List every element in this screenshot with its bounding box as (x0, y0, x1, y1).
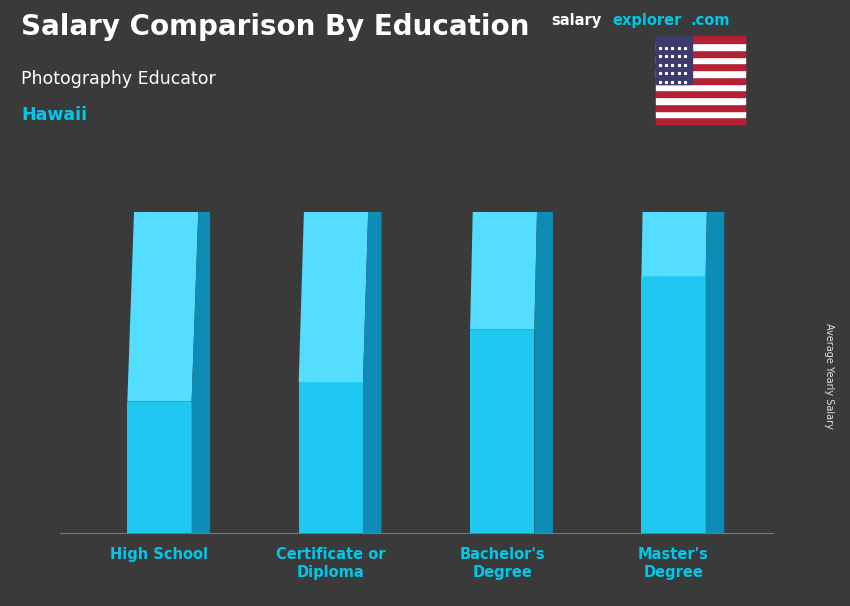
Bar (656, 84, 745, 90)
Polygon shape (363, 0, 382, 533)
Bar (470, 330, 535, 533)
Text: Average Yearly Salary: Average Yearly Salary (824, 323, 834, 428)
Bar (128, 402, 191, 533)
Text: salary: salary (551, 13, 601, 28)
Text: .com: .com (690, 13, 729, 28)
Bar (656, 90, 745, 97)
Polygon shape (191, 0, 210, 533)
Bar (642, 276, 706, 533)
Bar (656, 104, 745, 111)
Text: Salary Comparison By Education: Salary Comparison By Education (21, 13, 530, 41)
Bar (656, 64, 745, 70)
Polygon shape (642, 0, 724, 276)
Bar (656, 118, 745, 124)
Bar (656, 56, 745, 64)
Bar (656, 36, 692, 84)
Bar (656, 97, 745, 104)
Text: explorer: explorer (612, 13, 682, 28)
Bar (656, 77, 745, 84)
Polygon shape (706, 0, 724, 533)
Bar (656, 111, 745, 118)
Bar (656, 70, 745, 77)
Text: Photography Educator: Photography Educator (21, 70, 216, 88)
Polygon shape (298, 0, 382, 382)
Text: Hawaii: Hawaii (21, 106, 88, 124)
Bar (656, 36, 745, 43)
Polygon shape (128, 0, 210, 402)
Polygon shape (470, 0, 552, 330)
Bar (298, 382, 363, 533)
Bar (656, 43, 745, 50)
Bar (656, 50, 745, 56)
Polygon shape (535, 0, 552, 533)
